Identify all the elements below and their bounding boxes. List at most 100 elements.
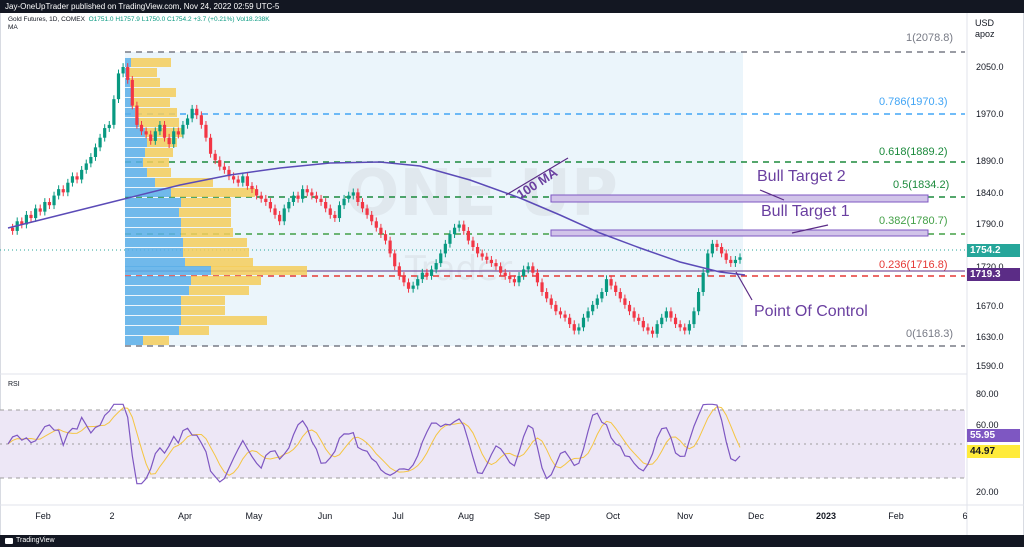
- price-tick: 1590.0: [976, 361, 1004, 371]
- candle-body: [379, 227, 383, 235]
- candle-body: [738, 257, 742, 260]
- candle-body: [683, 327, 687, 331]
- volume-profile-bar: [130, 78, 160, 87]
- candle-body: [264, 198, 268, 202]
- time-tick: Nov: [676, 511, 694, 521]
- candle-body: [692, 311, 696, 325]
- time-tick: Jul: [392, 511, 404, 521]
- candle-body: [655, 324, 659, 334]
- candle-body: [24, 214, 29, 225]
- rsi-label: RSI: [8, 381, 20, 388]
- time-tick: 2: [109, 511, 115, 521]
- candle-body: [241, 176, 245, 183]
- volume-profile-bar: [139, 118, 179, 127]
- candle-body: [66, 182, 70, 193]
- candle-body: [618, 292, 622, 299]
- price-tick: 1890.0: [976, 156, 1004, 166]
- candle-body: [80, 169, 84, 180]
- volume-profile-bar: [143, 158, 169, 167]
- candle-body: [126, 67, 130, 80]
- bull-target-2-zone: [550, 194, 929, 203]
- volume-profile-bar: [181, 306, 225, 315]
- price-tick: 2050.0: [976, 62, 1004, 72]
- candle-body: [641, 320, 645, 328]
- volume-profile-bar: [129, 68, 157, 77]
- candle-body: [494, 263, 498, 267]
- candle-body: [581, 317, 586, 328]
- volume-profile-bar: [125, 208, 179, 217]
- candle-body: [706, 253, 710, 273]
- candle-body: [310, 192, 314, 196]
- point-of-control-label: Point Of Control: [754, 303, 868, 320]
- volume-profile-bar: [131, 58, 171, 67]
- volume-profile-bar: [125, 198, 181, 207]
- candle-body: [609, 279, 613, 286]
- candle-body: [627, 304, 632, 312]
- candle-body: [351, 192, 355, 196]
- candle-body: [558, 311, 563, 315]
- volume-profile-bar: [145, 148, 173, 157]
- price-tick: 1720.0: [976, 262, 1004, 272]
- candle-body: [75, 176, 79, 180]
- rsi-ma-value-tag: 44.97: [967, 445, 1020, 458]
- candle-body: [47, 202, 52, 206]
- indicator-label: MA: [8, 24, 18, 31]
- volume-profile-bar: [132, 98, 170, 107]
- candle-body: [719, 247, 724, 254]
- candle-body: [356, 192, 360, 202]
- candle-body: [429, 269, 434, 276]
- candle-body: [222, 166, 226, 170]
- bull-target-2-label: Bull Target 2: [757, 168, 846, 185]
- candle-body: [591, 304, 595, 312]
- volume-profile-bar: [183, 248, 249, 257]
- volume-profile-bar: [125, 218, 181, 227]
- volume-profile-bar: [179, 326, 209, 335]
- volume-profile-bar: [181, 198, 231, 207]
- candle-body: [669, 311, 673, 318]
- candle-body: [678, 324, 682, 328]
- candle-body: [462, 224, 466, 231]
- candle-body: [305, 189, 309, 193]
- fib-label-05: 0.5(1834.2): [893, 179, 950, 191]
- candle-body: [687, 324, 691, 331]
- candle-body: [287, 202, 291, 209]
- candle-body: [135, 105, 139, 125]
- candle-body: [480, 253, 484, 257]
- candle-body: [52, 195, 56, 206]
- volume-profile-bar: [181, 296, 225, 305]
- candle-body: [595, 298, 599, 305]
- footer-bar: TradingView: [0, 535, 1024, 547]
- candle-body: [673, 317, 678, 325]
- candle-body: [190, 108, 194, 119]
- volume-profile-bar: [143, 336, 169, 345]
- candle-body: [107, 124, 111, 129]
- candle-body: [29, 214, 33, 219]
- candle-body: [213, 153, 217, 161]
- volume-profile-bar: [179, 208, 231, 217]
- candle-body: [499, 266, 503, 273]
- volume-profile-bar: [135, 108, 177, 117]
- volume-profile-bar: [125, 128, 145, 137]
- volume-profile-bar: [125, 228, 181, 237]
- candle-body: [517, 275, 521, 283]
- price-tick: 1670.0: [976, 301, 1004, 311]
- volume-profile-bar: [125, 158, 143, 167]
- bull-target-1-zone: [550, 229, 929, 237]
- candle-body: [245, 176, 249, 186]
- candle-body: [604, 279, 609, 292]
- volume-profile-bar: [125, 108, 135, 117]
- candle-body: [572, 324, 576, 331]
- volume-profile-bar: [181, 316, 267, 325]
- candle-body: [172, 131, 176, 145]
- last-price-tag: 1754.2: [967, 244, 1020, 257]
- volume-profile-bar: [125, 138, 147, 147]
- rsi-tick: 20.00: [976, 487, 999, 497]
- candle-body: [195, 108, 199, 116]
- candle-body: [208, 137, 213, 154]
- tradingview-logo-icon: [5, 538, 13, 544]
- volume-profile-bar: [125, 276, 191, 285]
- volume-profile-bar: [125, 118, 139, 127]
- price-tick: 1840.0: [976, 188, 1004, 198]
- candle-body: [729, 259, 733, 264]
